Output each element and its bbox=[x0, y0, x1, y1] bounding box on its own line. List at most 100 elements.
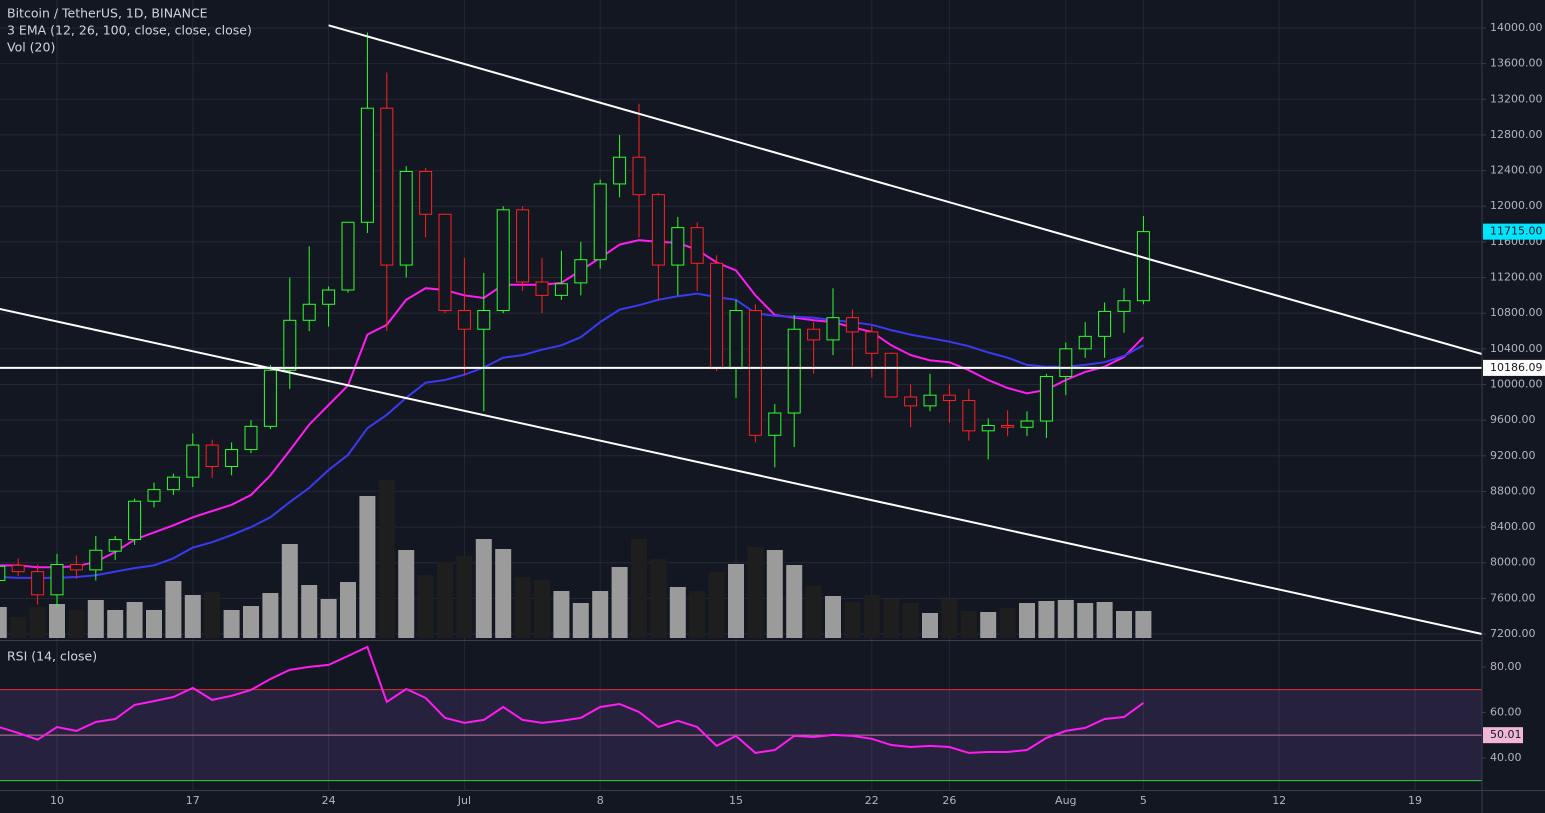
volume-bar bbox=[262, 593, 279, 638]
candle-body bbox=[1001, 424, 1015, 428]
trend-line bbox=[0, 307, 1482, 635]
x-tick-label: 12 bbox=[1272, 794, 1286, 807]
volume-bar bbox=[786, 565, 803, 638]
candle-body bbox=[1098, 310, 1112, 337]
volume-bar bbox=[747, 547, 764, 638]
x-tick-label: Aug bbox=[1055, 794, 1076, 807]
rsi-tag bbox=[1483, 727, 1523, 744]
candle-body bbox=[147, 489, 161, 502]
candle-body bbox=[1117, 300, 1131, 312]
y-tick-label: 11200.00 bbox=[1490, 271, 1543, 284]
volume-bar bbox=[456, 556, 473, 638]
candle-body bbox=[729, 310, 743, 369]
ema-line bbox=[0, 239, 1145, 569]
candle-body bbox=[69, 564, 83, 571]
volume-bar bbox=[475, 539, 492, 638]
y-tick-label: 7200.00 bbox=[1490, 627, 1536, 640]
volume-bar bbox=[1116, 611, 1132, 638]
candle-body bbox=[613, 156, 627, 185]
candle-body bbox=[341, 221, 355, 291]
candle-body bbox=[302, 303, 316, 321]
candle-body bbox=[477, 310, 491, 330]
volume-bar bbox=[534, 580, 550, 638]
x-tick-label: 17 bbox=[186, 794, 200, 807]
rsi-title: RSI (14, close) bbox=[7, 649, 97, 664]
volume-bar bbox=[1096, 602, 1113, 638]
volume-bar bbox=[281, 544, 298, 638]
volume-bar bbox=[1057, 600, 1074, 638]
candle-body bbox=[807, 328, 821, 341]
candle-body bbox=[942, 394, 956, 402]
candle-body bbox=[845, 317, 859, 333]
volume-bar bbox=[592, 591, 609, 638]
y-tick-label: 7600.00 bbox=[1490, 591, 1536, 604]
candle-body bbox=[962, 400, 976, 432]
candle-body bbox=[748, 310, 762, 436]
y-tick-label: 12000.00 bbox=[1490, 199, 1543, 212]
candle-body bbox=[690, 227, 704, 264]
volume-bar bbox=[378, 480, 395, 638]
volume-bar bbox=[980, 612, 997, 638]
candle-body bbox=[50, 564, 64, 596]
volume-bar bbox=[184, 595, 201, 638]
candle-body bbox=[263, 369, 277, 427]
price-pane bbox=[0, 32, 1150, 608]
volume-bar bbox=[29, 607, 46, 638]
volume-pane bbox=[0, 480, 1152, 638]
drawings bbox=[0, 24, 1482, 635]
volume-bar bbox=[728, 564, 744, 638]
y-tick-label: 10400.00 bbox=[1490, 342, 1543, 355]
x-tick-label: 15 bbox=[729, 794, 743, 807]
candle-body bbox=[593, 183, 607, 261]
volume-bar bbox=[941, 599, 958, 638]
candle-body bbox=[884, 352, 898, 398]
y-tick-label: 8400.00 bbox=[1490, 520, 1536, 533]
candle-body bbox=[457, 310, 471, 330]
candle-body bbox=[399, 170, 413, 266]
x-tick-label: 24 bbox=[322, 794, 336, 807]
candle-body bbox=[244, 425, 258, 451]
x-tick-label: Jul bbox=[457, 794, 471, 807]
volume-bar bbox=[708, 572, 725, 638]
volume-bar bbox=[1019, 603, 1035, 638]
y-tick-label: 14000.00 bbox=[1490, 21, 1543, 34]
x-tick-label: 5 bbox=[1140, 794, 1147, 807]
volume-bar bbox=[844, 602, 861, 638]
candle-body bbox=[535, 281, 549, 296]
candle-body bbox=[89, 549, 103, 571]
x-tick-label: 26 bbox=[942, 794, 956, 807]
y-tick-label: 60.00 bbox=[1490, 705, 1522, 718]
volume-bar bbox=[340, 582, 356, 638]
candle-body bbox=[768, 412, 782, 436]
rsi-line bbox=[0, 645, 1144, 754]
candle-body bbox=[651, 194, 665, 266]
volume-bar bbox=[863, 595, 880, 638]
candle-body bbox=[283, 319, 297, 371]
candle-body bbox=[826, 317, 840, 341]
y-tick-label: 13600.00 bbox=[1490, 57, 1543, 70]
candle-body bbox=[1136, 231, 1150, 302]
price-tag-label: 10186.09 bbox=[1490, 361, 1543, 374]
volume-bar bbox=[165, 581, 182, 638]
volume-bar bbox=[243, 606, 259, 638]
x-tick-label: 22 bbox=[865, 794, 879, 807]
volume-bar bbox=[87, 600, 104, 638]
candle-body bbox=[108, 539, 122, 552]
candle-body bbox=[923, 394, 937, 407]
price-tag bbox=[1483, 223, 1545, 240]
volume-bar bbox=[611, 567, 628, 638]
volume-bar bbox=[0, 607, 7, 638]
candle-body bbox=[1078, 335, 1092, 350]
candle-body bbox=[710, 262, 724, 369]
candle-body bbox=[0, 565, 6, 582]
y-tick-label: 9200.00 bbox=[1490, 449, 1536, 462]
candle-body bbox=[1039, 375, 1053, 422]
candle-body bbox=[904, 396, 918, 407]
y-tick-label: 12400.00 bbox=[1490, 164, 1543, 177]
volume-bar bbox=[902, 603, 919, 638]
price-tag-label: 11715.00 bbox=[1490, 225, 1543, 238]
price-tag bbox=[1483, 359, 1545, 376]
volume-bar bbox=[301, 585, 318, 638]
